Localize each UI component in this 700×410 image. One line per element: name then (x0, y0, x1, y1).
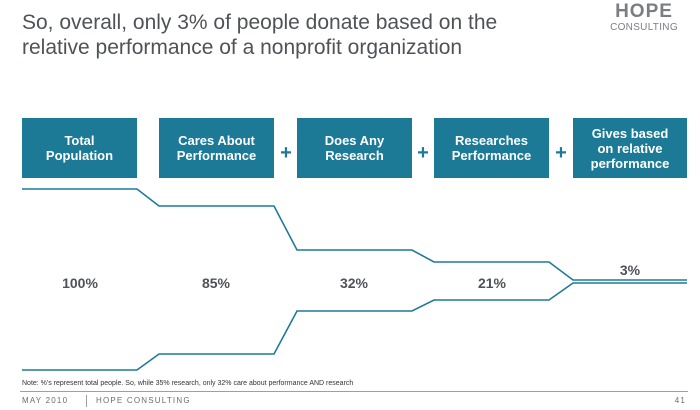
slide-title: So, overall, only 3% of people donate ba… (22, 10, 582, 60)
stage-percent-does-any-research: 32% (339, 275, 369, 291)
stage-label-line: Gives based (591, 125, 669, 141)
footer-company: HOPE CONSULTING (96, 396, 191, 405)
stage-label-line: Researches (454, 133, 528, 148)
plus-sign: + (417, 142, 429, 164)
plus-sign: + (555, 142, 567, 164)
stage-box-researches-performance: Researches Performance (434, 118, 549, 178)
slide-title-line-1: So, overall, only 3% of people donate ba… (22, 11, 498, 34)
stage-label-line: Total (64, 133, 95, 148)
stage-label-line: on relative (597, 140, 663, 156)
footer-divider (20, 391, 688, 392)
funnel-bottom-line (22, 282, 687, 371)
stage-box-total-population: Total Population (22, 118, 137, 178)
stage-percent-cares-about-performance: 85% (201, 275, 231, 291)
stage-label-line: Population (45, 148, 114, 163)
stage-label-line: Does Any (324, 133, 385, 148)
footer-date: MAY 2010 (22, 396, 69, 405)
stage-percent-researches-performance: 21% (477, 275, 507, 291)
stage-box-does-any-research: Does Any Research (297, 118, 412, 178)
funnel-top-line (22, 188, 687, 281)
stage-box-gives-based-on-relative-performance: Gives based on relative performance (573, 118, 687, 178)
stage-label-line: performance (590, 155, 670, 171)
stage-percent-total-population: 100% (62, 275, 98, 291)
footnote: Note: %'s represent total people. So, wh… (22, 380, 354, 387)
logo-line-1: HOPE (615, 1, 673, 22)
footer-separator (86, 395, 87, 407)
hope-consulting-logo: HOPE CONSULTING (600, 1, 688, 34)
stage-label-line: Cares About (178, 133, 255, 148)
plus-sign: + (280, 142, 292, 164)
stage-label-line: Performance (451, 148, 532, 163)
stage-label-line: Performance (176, 148, 257, 163)
page-number: 41 (674, 396, 686, 405)
stage-percent-gives-based-on-relative-performance: 3% (619, 262, 641, 278)
stage-label-line: Research (325, 148, 384, 163)
stage-box-cares-about-performance: Cares About Performance (159, 118, 274, 178)
slide-title-line-2: relative performance of a nonprofit orga… (22, 36, 463, 59)
logo-line-2: CONSULTING (610, 22, 678, 33)
